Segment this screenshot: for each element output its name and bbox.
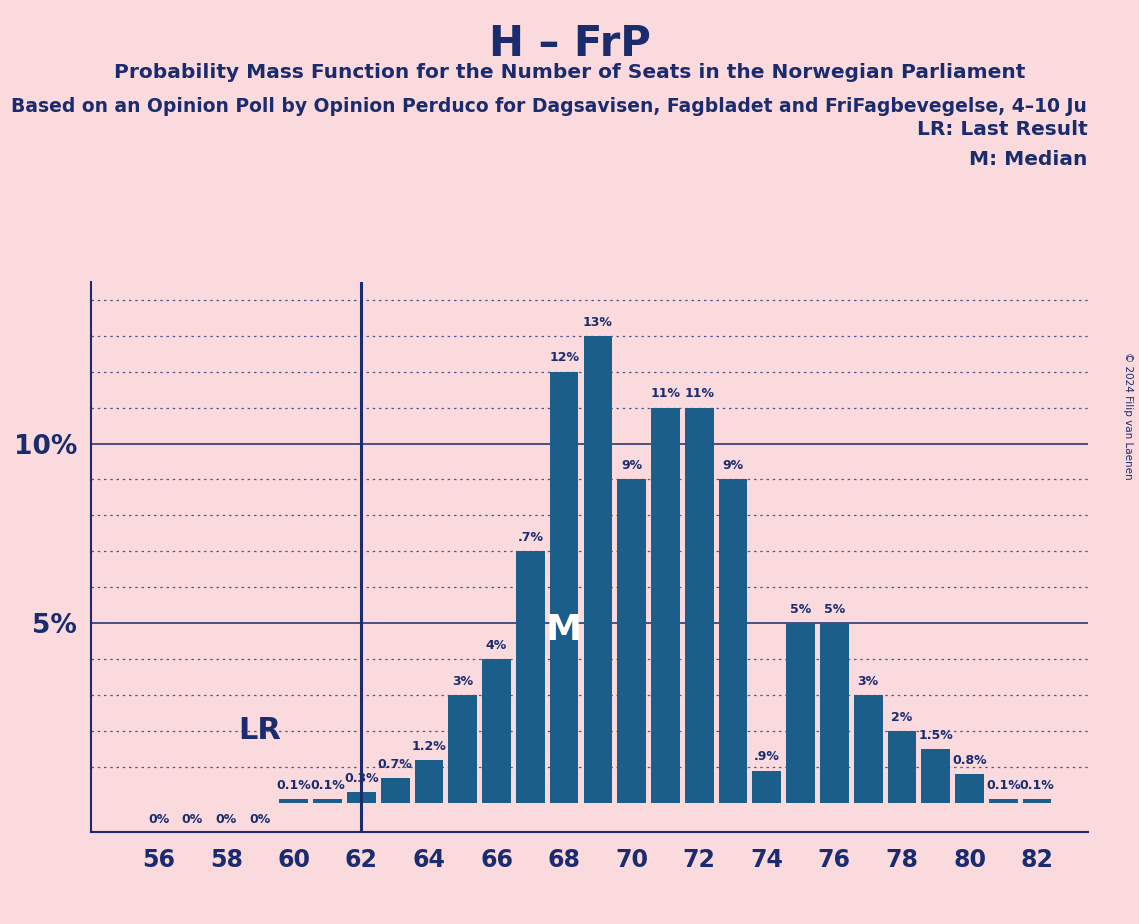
Bar	[482, 659, 511, 803]
Bar	[415, 760, 443, 803]
Bar	[1023, 799, 1051, 803]
Text: M: Median: M: Median	[969, 150, 1088, 169]
Text: 0.8%: 0.8%	[952, 754, 986, 767]
Text: 0%: 0%	[182, 812, 203, 825]
Text: 0.1%: 0.1%	[986, 779, 1021, 792]
Bar	[921, 749, 950, 803]
Bar	[449, 695, 477, 803]
Text: 0%: 0%	[148, 812, 170, 825]
Text: 0.1%: 0.1%	[277, 779, 311, 792]
Text: 0%: 0%	[249, 812, 271, 825]
Text: 0.1%: 0.1%	[1019, 779, 1055, 792]
Text: H – FrP: H – FrP	[489, 23, 650, 65]
Bar	[820, 623, 849, 803]
Text: 3%: 3%	[858, 675, 878, 687]
Text: Probability Mass Function for the Number of Seats in the Norwegian Parliament: Probability Mass Function for the Number…	[114, 63, 1025, 82]
Bar	[786, 623, 814, 803]
Text: 2%: 2%	[892, 711, 912, 723]
Bar	[989, 799, 1017, 803]
Text: Based on an Opinion Poll by Opinion Perduco for Dagsavisen, Fagbladet and FriFag: Based on an Opinion Poll by Opinion Perd…	[11, 97, 1088, 116]
Text: 0%: 0%	[215, 812, 237, 825]
Text: 3%: 3%	[452, 675, 474, 687]
Bar	[719, 480, 747, 803]
Bar	[685, 407, 714, 803]
Bar	[956, 774, 984, 803]
Text: 9%: 9%	[722, 459, 744, 472]
Bar	[617, 480, 646, 803]
Text: M: M	[546, 614, 582, 648]
Bar	[279, 799, 309, 803]
Text: 1.2%: 1.2%	[411, 739, 446, 752]
Text: 5%: 5%	[823, 603, 845, 616]
Text: 13%: 13%	[583, 315, 613, 329]
Text: 9%: 9%	[621, 459, 642, 472]
Text: .9%: .9%	[754, 750, 780, 763]
Text: 0.3%: 0.3%	[344, 772, 378, 784]
Bar	[887, 731, 916, 803]
Text: LR: Last Result: LR: Last Result	[917, 120, 1088, 140]
Bar	[313, 799, 342, 803]
Bar	[516, 552, 544, 803]
Bar	[347, 792, 376, 803]
Bar	[550, 371, 579, 803]
Text: © 2024 Filip van Laenen: © 2024 Filip van Laenen	[1123, 352, 1132, 480]
Text: .7%: .7%	[517, 531, 543, 544]
Text: 0.7%: 0.7%	[378, 758, 412, 771]
Text: 0.1%: 0.1%	[310, 779, 345, 792]
Text: 11%: 11%	[650, 387, 680, 400]
Bar	[854, 695, 883, 803]
Text: 12%: 12%	[549, 351, 579, 364]
Text: 4%: 4%	[486, 638, 507, 652]
Text: 1.5%: 1.5%	[918, 729, 953, 742]
Bar	[652, 407, 680, 803]
Bar	[753, 771, 781, 803]
Text: LR: LR	[238, 716, 281, 746]
Bar	[583, 335, 613, 803]
Text: 5%: 5%	[790, 603, 811, 616]
Bar	[380, 778, 410, 803]
Text: 11%: 11%	[685, 387, 714, 400]
